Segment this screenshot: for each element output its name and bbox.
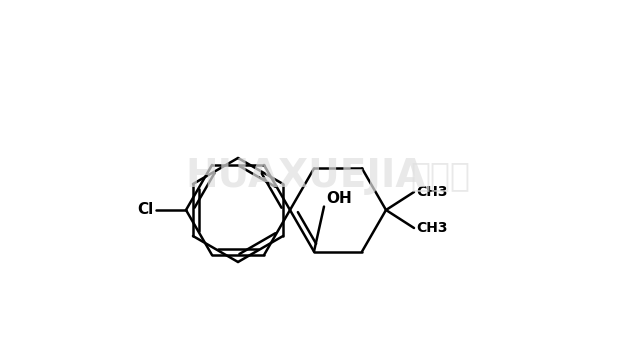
Text: Cl: Cl	[138, 203, 154, 218]
Text: OH: OH	[326, 191, 351, 206]
Text: HUAXUEJIA: HUAXUEJIA	[185, 157, 425, 195]
Text: CH3: CH3	[416, 185, 448, 199]
Text: 化学加: 化学加	[410, 159, 470, 193]
Text: CH3: CH3	[416, 221, 448, 235]
